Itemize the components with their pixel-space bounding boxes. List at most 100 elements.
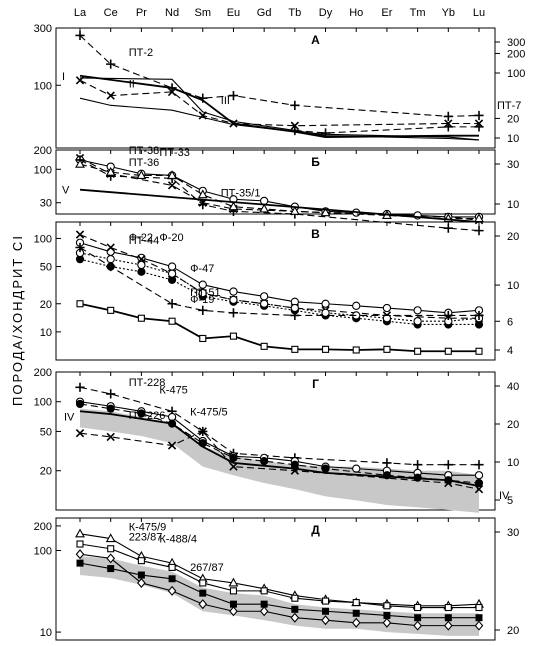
- panel-2: 100 50 20 10 20 10 6 4 ПТ-44 Ф-20 Ф-47 Ф-22 ПТ-51Ф-1…: [34, 221, 519, 361]
- data-point: [352, 464, 361, 473]
- data-point: [414, 603, 422, 612]
- data-point: [320, 207, 331, 217]
- data-point: [228, 201, 239, 211]
- element-axis: La Ce Pr Nd Sm Eu Gd Tb Dy Ho Er Tm Yb Lu: [74, 7, 485, 19]
- element-label-Yb: Yb: [442, 7, 455, 19]
- series-unnamed-4: [79, 410, 480, 487]
- y2-tick-label: 30: [507, 527, 519, 539]
- data-point: [106, 404, 115, 413]
- y-tick-label: 50: [40, 426, 52, 438]
- data-point: [474, 620, 484, 631]
- data-point: [413, 620, 422, 631]
- y2-tick-label: 300: [507, 37, 525, 49]
- data-point: [351, 617, 361, 628]
- panel-name: В: [311, 227, 320, 241]
- data-point: [443, 122, 453, 132]
- series-label: К-475/5: [190, 407, 228, 419]
- series-label: V: [62, 185, 70, 197]
- data-point: [229, 332, 238, 340]
- data-point: [475, 614, 483, 622]
- series-line: [79, 430, 480, 490]
- element-label-Ho: Ho: [349, 7, 363, 19]
- y2-tick-label: 20: [507, 419, 519, 431]
- series-label: 223/87: [129, 531, 163, 543]
- y-tick-label: 100: [34, 397, 52, 409]
- data-point: [444, 614, 452, 622]
- data-point: [75, 399, 85, 409]
- data-point: [474, 226, 484, 236]
- series-К-475/5: К-475/5: [75, 399, 484, 488]
- series-ПТ-44: ПТ-44: [75, 235, 484, 317]
- data-point: [321, 615, 330, 626]
- data-point: [106, 243, 115, 252]
- element-label-Ce: Ce: [104, 7, 118, 19]
- data-point: [382, 617, 392, 628]
- envelope-field: [80, 408, 479, 513]
- data-point: [198, 427, 207, 436]
- data-point: [382, 458, 392, 468]
- data-point: [443, 620, 453, 631]
- y2-tick-label: 20: [507, 231, 519, 243]
- series-II: II: [79, 78, 480, 141]
- data-point: [229, 462, 238, 471]
- data-point: [228, 577, 239, 587]
- panel-name: Д: [311, 523, 320, 537]
- data-point: [474, 460, 484, 470]
- y2-tick-label: 100: [507, 68, 525, 80]
- data-point: [137, 260, 146, 270]
- data-point: [229, 606, 238, 617]
- data-point: [199, 579, 207, 587]
- series-label: ПТ-33: [159, 147, 190, 159]
- series-ПТ-38: ПТ-38: [75, 145, 484, 223]
- data-point: [352, 599, 360, 607]
- y-tick-label: 100: [34, 545, 52, 557]
- data-point: [382, 314, 392, 323]
- data-point: [352, 346, 360, 354]
- data-point: [290, 100, 300, 110]
- data-point: [321, 345, 330, 353]
- series-line: [79, 163, 479, 220]
- y2-tick-label: 4: [507, 345, 513, 357]
- panel-3: IVIV20010050204020105ПТ-228К-475К-475/5П…: [34, 367, 519, 513]
- series-label: К-488/4: [159, 534, 197, 546]
- data-point: [167, 170, 178, 180]
- series-label: ПТ-7: [497, 100, 521, 112]
- data-point: [474, 110, 484, 121]
- data-point: [444, 603, 452, 612]
- data-point: [260, 457, 269, 466]
- series-ПТ-51: ПТ-51: [75, 242, 484, 321]
- panel-frame: [55, 27, 496, 149]
- data-point: [290, 125, 300, 136]
- data-point: [75, 429, 85, 438]
- data-point: [106, 432, 115, 442]
- series-line: [79, 35, 480, 117]
- y-tick-label: 20: [40, 299, 52, 311]
- panel-4: 200 100 10 30 20 К-475/9К-488/4 267/87 223/87 Д: [34, 517, 519, 641]
- data-point: [260, 196, 269, 206]
- y2-tick-label: 10: [507, 280, 519, 292]
- data-point: [107, 306, 115, 314]
- y2-tick-label: 20: [507, 113, 519, 125]
- series-label: III: [221, 95, 230, 107]
- series-line: [79, 159, 480, 232]
- series-Ф-22: Ф-22: [75, 232, 484, 326]
- y-tick-label: 200: [34, 367, 52, 379]
- y2-tick-label: 10: [507, 457, 519, 469]
- data-point: [76, 300, 84, 308]
- data-point: [413, 460, 423, 470]
- data-point: [321, 308, 330, 317]
- data-point: [382, 303, 392, 313]
- data-point: [75, 30, 85, 41]
- data-point: [321, 299, 330, 308]
- envelope-label: IV: [64, 412, 75, 424]
- y2-tick-label: 10: [507, 199, 519, 211]
- series-label: ПТ-35/1: [221, 188, 261, 200]
- y-tick-label: 200: [34, 521, 52, 533]
- data-point: [76, 559, 84, 567]
- series-line: [79, 77, 480, 141]
- y-tick-label: 100: [34, 164, 52, 176]
- data-point: [198, 280, 207, 289]
- data-point: [167, 181, 177, 190]
- data-point: [168, 563, 176, 571]
- y2-tick-label: 200: [507, 48, 525, 60]
